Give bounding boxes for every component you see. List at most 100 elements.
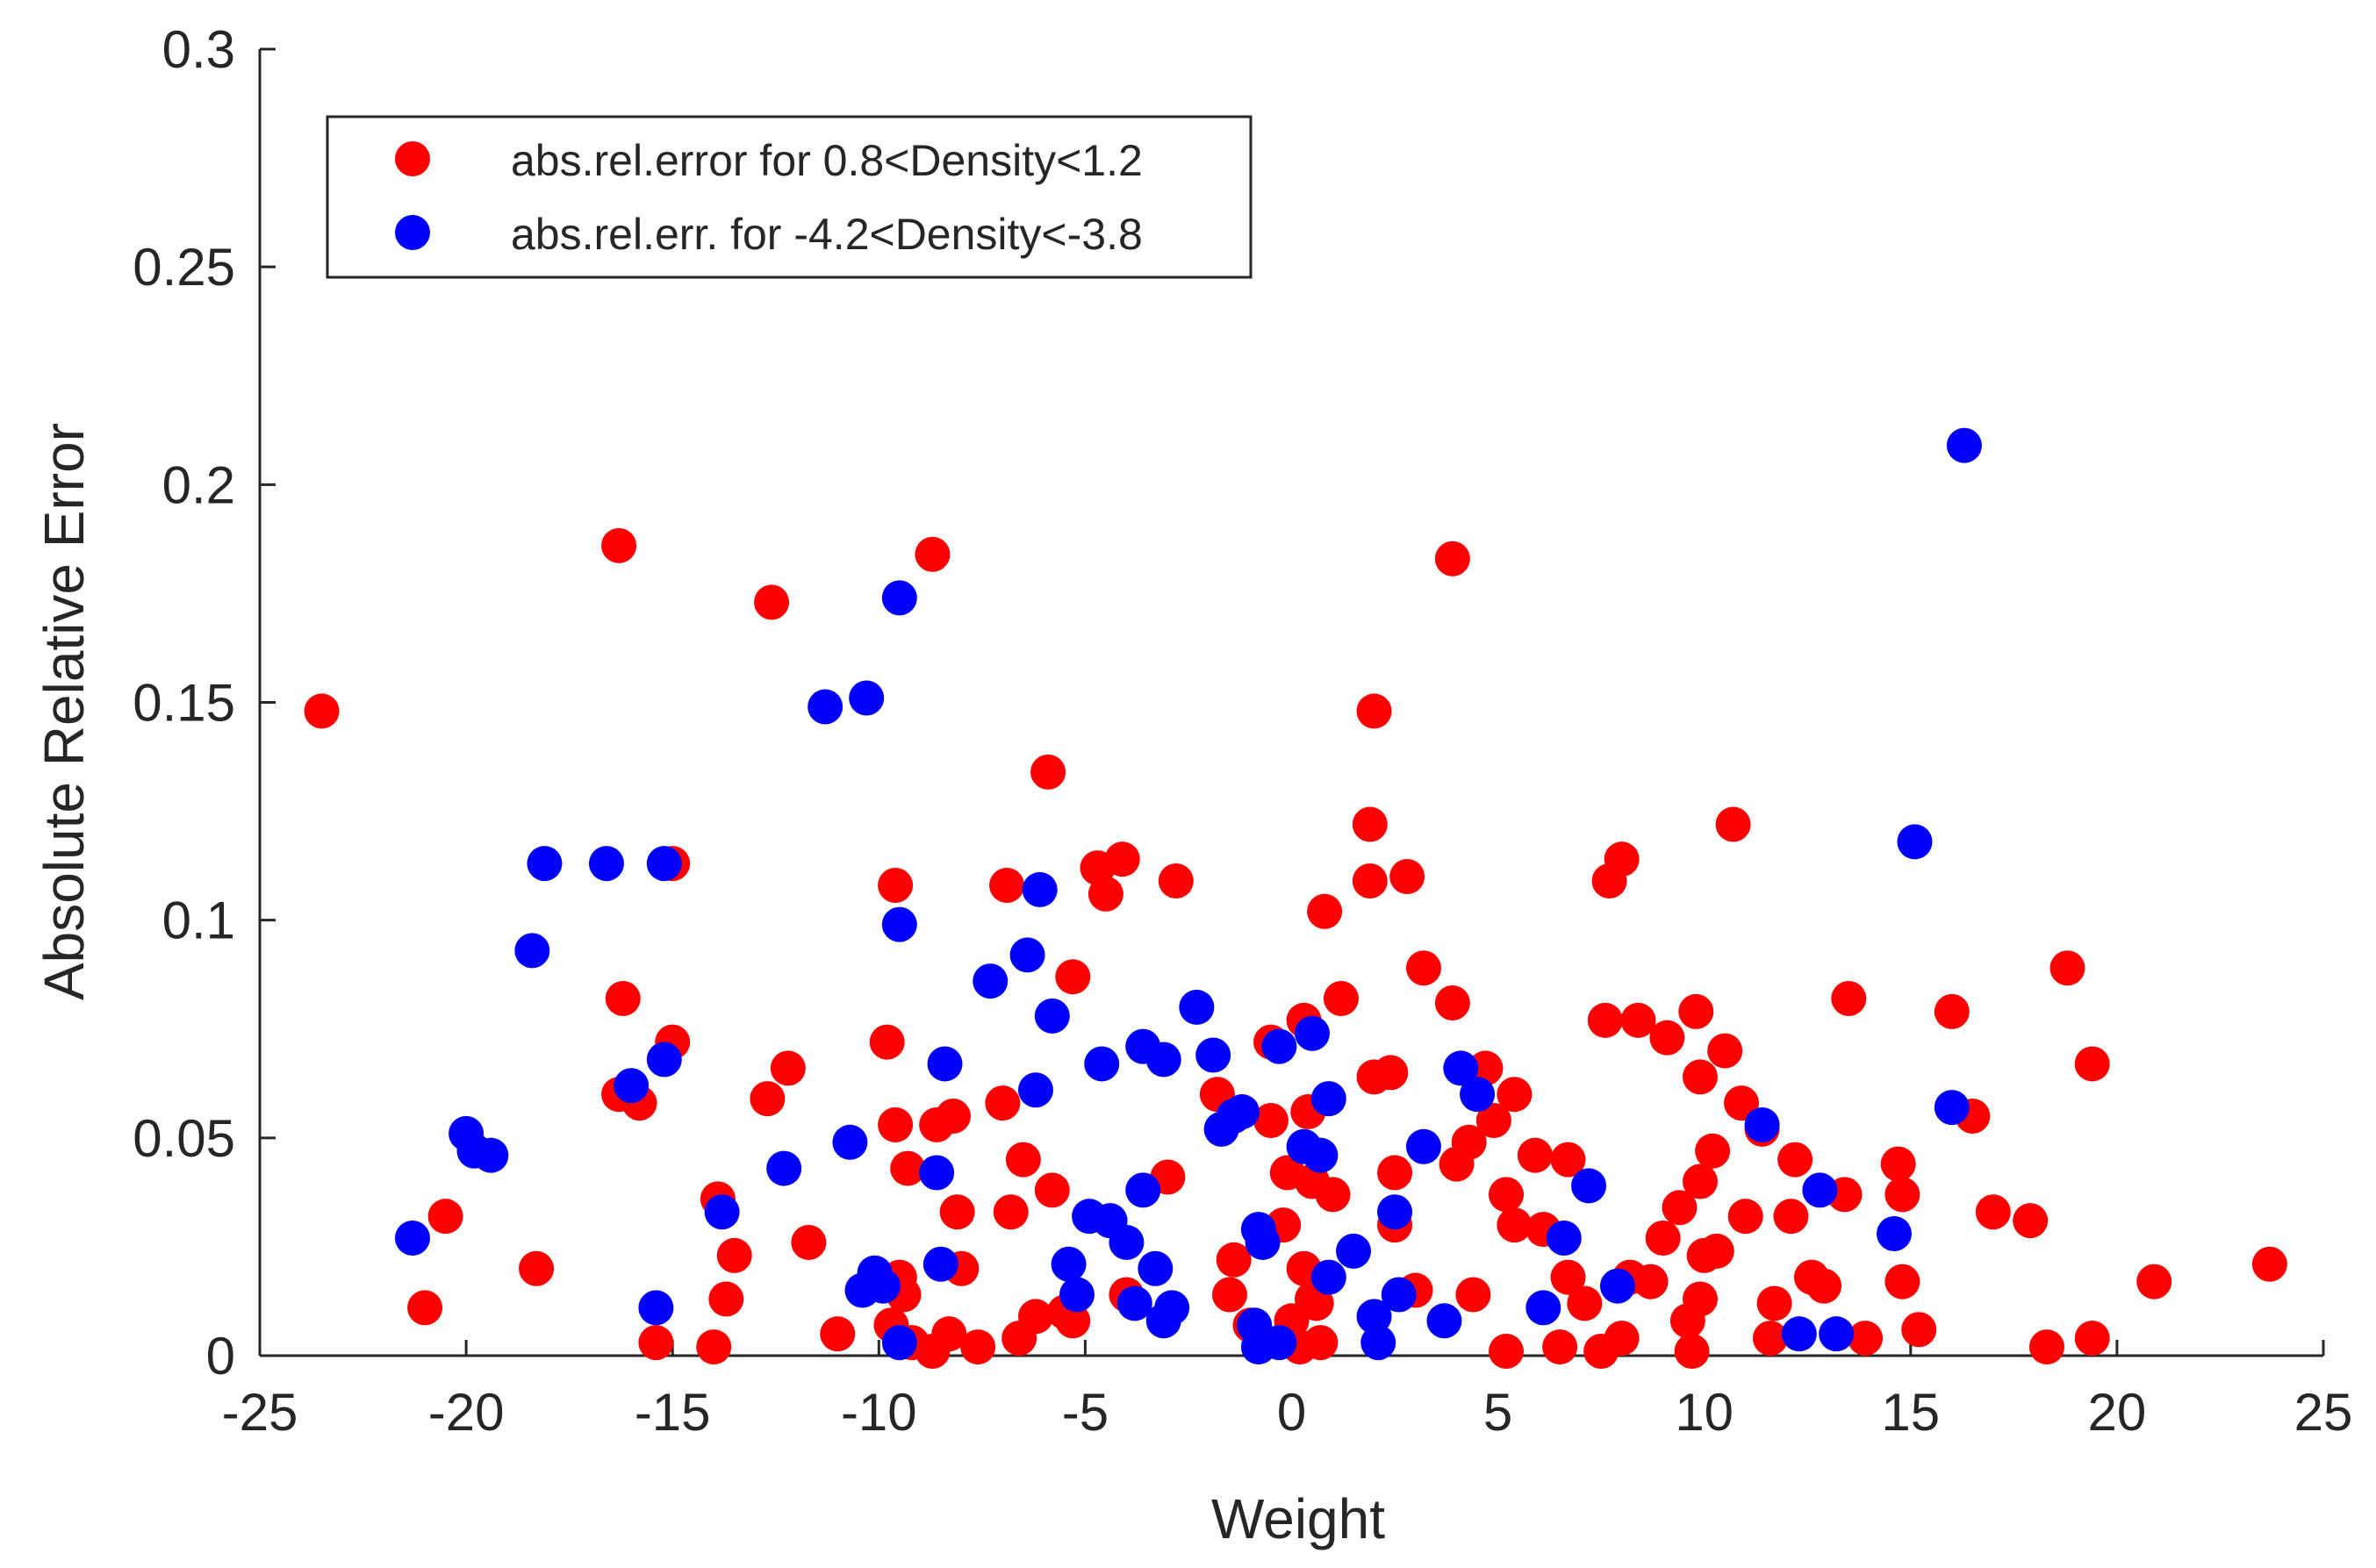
data-point [708, 1281, 744, 1317]
data-point [1773, 1199, 1809, 1235]
data-point [1489, 1334, 1525, 1370]
x-tick-label: 20 [2088, 1383, 2147, 1442]
data-point [1550, 1142, 1586, 1178]
data-point [1017, 1299, 1053, 1335]
legend-box [326, 115, 1253, 279]
data-point [1034, 998, 1070, 1034]
x-axis-title: Weight [1211, 1487, 1385, 1550]
data-point [1005, 1142, 1041, 1178]
data-point [1434, 541, 1470, 576]
data-point [1831, 981, 1867, 1017]
data-point [1138, 1250, 1174, 1286]
data-point [1261, 1325, 1297, 1361]
data-point [1682, 1281, 1718, 1317]
data-point [407, 1290, 443, 1326]
data-point [878, 867, 914, 903]
data-point [1897, 824, 1933, 860]
data-point [601, 527, 637, 563]
data-point [1678, 993, 1714, 1029]
data-point [1756, 1285, 1792, 1321]
data-point [1336, 1233, 1372, 1269]
data-point [869, 1024, 905, 1060]
legend-marker-blue [395, 215, 430, 250]
x-tick-label: -10 [841, 1383, 917, 1442]
data-point [427, 1199, 463, 1235]
x-tick-label: 0 [1277, 1383, 1306, 1442]
data-point [939, 1194, 975, 1230]
data-point [1211, 1277, 1247, 1313]
data-point [1116, 1285, 1152, 1321]
x-tick-label: 25 [2294, 1383, 2353, 1442]
data-point [1405, 950, 1441, 986]
data-point [704, 1194, 740, 1230]
legend-entry-1-text: abs.rel.error for 0.8<Density<1.2 [511, 136, 1143, 185]
data-point [1517, 1137, 1553, 1173]
data-point [1781, 1316, 1817, 1352]
data-point [1158, 863, 1194, 899]
data-point [1253, 1102, 1288, 1138]
data-point [915, 1334, 951, 1370]
legend-marker-red [395, 141, 430, 176]
data-point [1682, 1059, 1718, 1095]
data-point [1777, 1142, 1813, 1178]
points-layer [304, 427, 2287, 1370]
data-point [519, 1250, 555, 1286]
x-tick-label: -5 [1062, 1383, 1109, 1442]
data-point [1599, 1268, 1635, 1304]
data-point [1752, 1321, 1788, 1357]
data-point [1546, 1220, 1582, 1256]
data-point [1645, 1220, 1681, 1256]
data-point [1934, 993, 1970, 1029]
data-point [394, 1220, 430, 1256]
data-point [1145, 1042, 1181, 1078]
data-point [881, 906, 917, 942]
data-point [2074, 1321, 2110, 1357]
data-point [638, 1290, 674, 1326]
data-point [1455, 1277, 1491, 1313]
data-point [1356, 693, 1392, 729]
data-point [1088, 876, 1123, 912]
data-point [1315, 1177, 1351, 1213]
data-point [2136, 1264, 2172, 1300]
data-point [716, 1237, 752, 1273]
data-point [1744, 1106, 1780, 1142]
data-point [915, 536, 951, 572]
axes-layer: -25 -20 -15 -10 -5 0 5 10 15 20 25 0 0.05 0.1 0.15 0.2 0… [133, 20, 2352, 1442]
data-point [614, 1068, 650, 1104]
data-point [832, 1124, 868, 1160]
data-point [1946, 427, 1982, 463]
data-point [2049, 950, 2085, 986]
data-point [1356, 1299, 1392, 1335]
data-point [1009, 937, 1045, 973]
x-tick-label: 10 [1675, 1383, 1734, 1442]
data-point [1460, 1077, 1496, 1113]
data-point [1876, 1216, 1912, 1252]
data-point [1489, 1177, 1525, 1213]
data-point [1104, 841, 1140, 877]
data-point [1451, 1124, 1487, 1160]
x-tick-label: -25 [222, 1383, 298, 1442]
y-tick-label: 0.2 [162, 455, 235, 514]
y-tick-label: 0.25 [133, 238, 235, 297]
data-point [935, 1099, 971, 1135]
data-point [922, 1246, 958, 1282]
data-point [1884, 1264, 1920, 1300]
data-point [1620, 1002, 1656, 1038]
data-point [1604, 841, 1640, 877]
data-point [993, 1194, 1029, 1230]
data-point [985, 1085, 1021, 1121]
data-point [927, 1046, 963, 1082]
y-tick-label: 0.05 [133, 1109, 235, 1168]
data-point [1901, 1312, 1937, 1348]
data-point [2028, 1329, 2064, 1365]
data-point [1034, 1172, 1070, 1208]
data-point [1674, 1334, 1710, 1370]
series-red-points [304, 527, 2287, 1370]
data-point [1715, 806, 1751, 842]
data-point [878, 1106, 914, 1142]
data-point [1497, 1077, 1533, 1113]
data-point [1381, 1277, 1417, 1313]
data-point [1154, 1290, 1190, 1326]
